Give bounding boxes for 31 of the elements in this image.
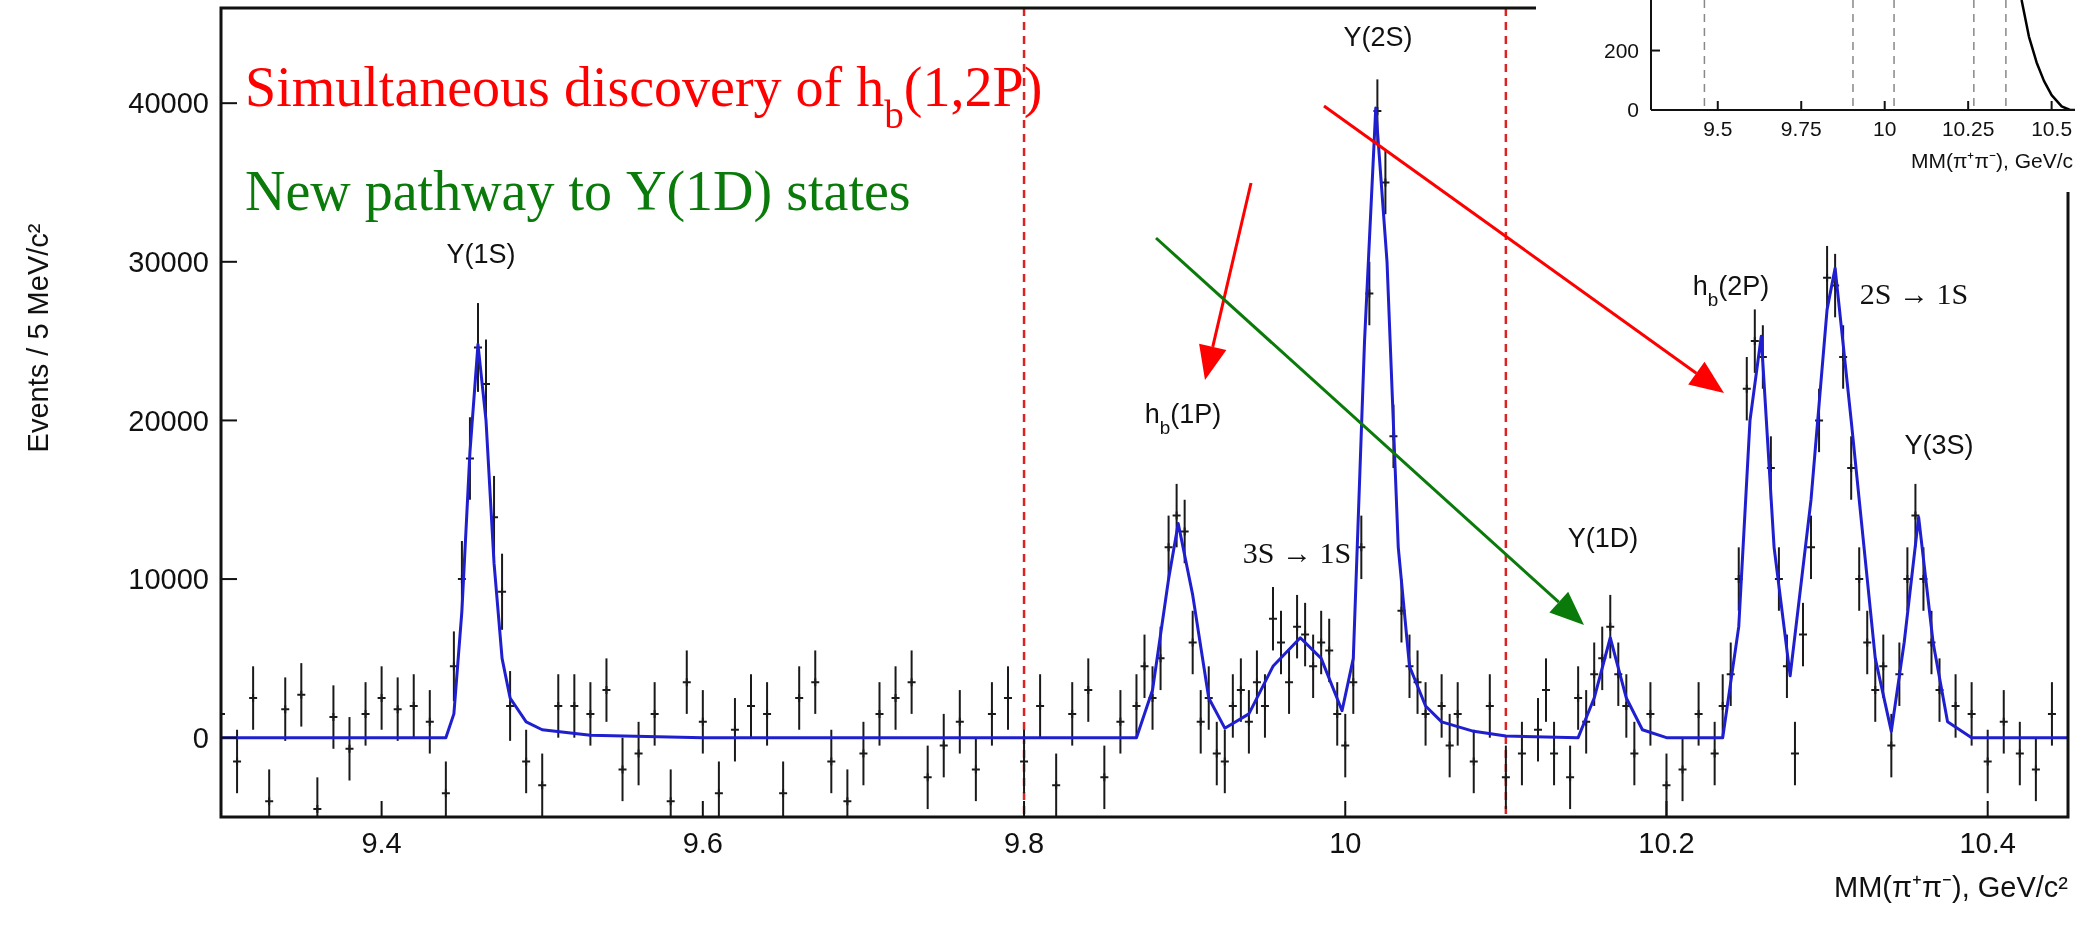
x-tick-label: 10.25 bbox=[1941, 117, 1995, 141]
annotation: New pathway to Υ(1D) states bbox=[245, 160, 911, 223]
annotation: 3S → 1S bbox=[1242, 535, 1352, 569]
x-tick-label: 9.6 bbox=[682, 827, 723, 860]
annotation: Simultaneous discovery of h$_{b}$(1,2P) bbox=[245, 56, 1043, 136]
x-tick-label: 9.5 bbox=[1703, 117, 1733, 141]
x-tick-label: 9.4 bbox=[361, 827, 402, 860]
annotation: Υ(1S) bbox=[446, 239, 516, 270]
y-tick-label: 200 bbox=[1603, 38, 1639, 62]
annotation: Υ(3S) bbox=[1904, 430, 1974, 461]
y-tick-label: 10000 bbox=[128, 563, 209, 596]
annotation: h$_{b}$(1P) bbox=[1144, 399, 1222, 438]
y-tick-label: 0 bbox=[1627, 98, 1639, 122]
x-tick-label: 10 bbox=[1329, 827, 1362, 860]
y-axis-title: Events / 5 MeV/c² bbox=[22, 223, 54, 453]
x-axis-title: MM(π⁺π⁻), GeV/c bbox=[1911, 148, 2073, 172]
x-tick-label: 9.8 bbox=[1003, 827, 1045, 860]
x-tick-label: 10.5 bbox=[2031, 117, 2073, 141]
x-tick-label: 10 bbox=[1873, 117, 1897, 141]
annotation: Υ(1D) bbox=[1567, 523, 1639, 554]
x-tick-label: 10.2 bbox=[1638, 827, 1695, 860]
x-tick-label: 10.4 bbox=[1959, 827, 2016, 860]
annotation: 2S → 1S bbox=[1859, 276, 1969, 310]
y-tick-label: 0 bbox=[192, 721, 209, 754]
y-tick-label: 30000 bbox=[128, 245, 209, 278]
x-tick-label: 9.75 bbox=[1780, 117, 1822, 141]
y-tick-label: 20000 bbox=[128, 404, 209, 437]
annotation: h$_{b}$(2P) bbox=[1692, 271, 1770, 310]
annotation: Υ(2S) bbox=[1343, 22, 1413, 53]
x-axis-title: MM(π⁺π⁻), GeV/c² bbox=[1833, 870, 2069, 903]
y-tick-label: 40000 bbox=[128, 87, 209, 120]
